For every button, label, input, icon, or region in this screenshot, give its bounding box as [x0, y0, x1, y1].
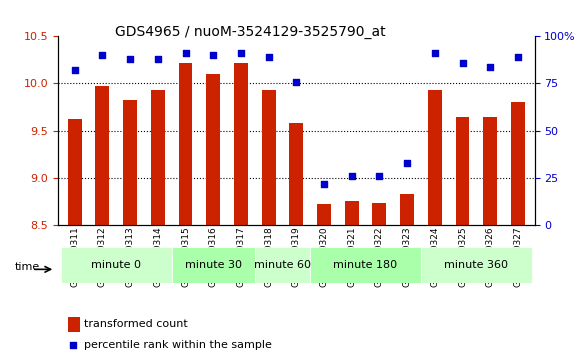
- FancyBboxPatch shape: [254, 247, 310, 283]
- Bar: [206, 74, 220, 225]
- Bar: [261, 90, 275, 225]
- Text: minute 60: minute 60: [254, 260, 311, 270]
- FancyBboxPatch shape: [421, 247, 532, 283]
- Point: [181, 50, 190, 56]
- Bar: [234, 63, 248, 225]
- Bar: [511, 102, 525, 225]
- Text: minute 30: minute 30: [185, 260, 242, 270]
- Text: transformed count: transformed count: [84, 319, 188, 329]
- Bar: [372, 203, 386, 225]
- Bar: [123, 101, 137, 225]
- Bar: [67, 317, 80, 332]
- Point: [153, 56, 163, 62]
- Bar: [68, 119, 82, 225]
- Point: [486, 64, 495, 69]
- Bar: [345, 201, 358, 225]
- FancyBboxPatch shape: [171, 247, 254, 283]
- Point: [458, 60, 467, 66]
- Point: [320, 181, 329, 187]
- Point: [430, 50, 439, 56]
- Point: [236, 50, 246, 56]
- Point: [403, 160, 412, 166]
- Bar: [178, 63, 192, 225]
- Point: [98, 52, 107, 58]
- FancyBboxPatch shape: [61, 247, 171, 283]
- Point: [69, 342, 78, 348]
- Text: minute 0: minute 0: [91, 260, 141, 270]
- Point: [209, 52, 218, 58]
- Point: [513, 54, 522, 60]
- Text: time: time: [15, 262, 40, 272]
- FancyBboxPatch shape: [310, 247, 421, 283]
- Bar: [400, 194, 414, 225]
- Point: [70, 68, 80, 73]
- Point: [347, 173, 356, 179]
- Bar: [456, 117, 469, 225]
- Bar: [151, 90, 165, 225]
- Point: [264, 54, 273, 60]
- Bar: [289, 123, 303, 225]
- Text: percentile rank within the sample: percentile rank within the sample: [84, 340, 272, 350]
- Bar: [428, 90, 442, 225]
- Point: [292, 79, 301, 85]
- Bar: [317, 204, 331, 225]
- Text: minute 180: minute 180: [333, 260, 397, 270]
- Text: minute 360: minute 360: [444, 260, 508, 270]
- Bar: [95, 86, 109, 225]
- Point: [375, 173, 384, 179]
- Point: [125, 56, 135, 62]
- Text: GDS4965 / nuoM-3524129-3525790_at: GDS4965 / nuoM-3524129-3525790_at: [114, 25, 385, 40]
- Bar: [483, 117, 497, 225]
